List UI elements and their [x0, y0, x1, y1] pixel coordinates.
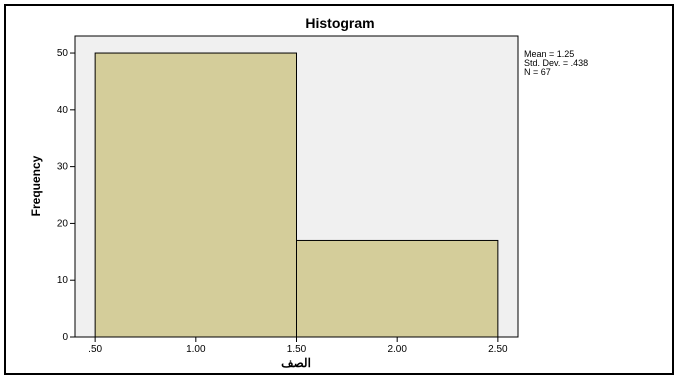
- y-tick-label: 30: [57, 162, 69, 173]
- x-axis-label: الصف: [281, 356, 311, 370]
- y-axis-label: Frequency: [29, 155, 43, 216]
- x-tick-label: .50: [88, 344, 102, 355]
- x-tick-label: 2.00: [387, 344, 407, 355]
- x-tick-label: 2.50: [488, 344, 508, 355]
- y-tick-label: 20: [57, 218, 69, 229]
- stats-n: N = 67: [524, 67, 551, 77]
- stats-std-dev: Std. Dev. = .438: [524, 58, 589, 68]
- stats-box: Mean = 1.25 Std. Dev. = .438 N = 67: [524, 50, 588, 77]
- x-tick-label: 1.50: [287, 344, 307, 355]
- y-tick-label: 40: [57, 105, 69, 116]
- bars-group: [94, 52, 499, 338]
- x-axis: .50 1.00 1.50 2.00 2.50: [88, 337, 508, 355]
- x-tick-label: 1.00: [186, 344, 206, 355]
- y-tick-label: 10: [57, 275, 69, 286]
- chart-title: Histogram: [305, 15, 374, 31]
- y-axis: 0 10 20 30 40 50: [57, 48, 75, 343]
- histogram-bar-1: [94, 52, 297, 338]
- stats-mean: Mean = 1.25: [524, 49, 575, 59]
- y-tick-label: 50: [57, 48, 69, 59]
- histogram-bar-2: [296, 239, 499, 338]
- y-tick-label: 0: [62, 332, 68, 343]
